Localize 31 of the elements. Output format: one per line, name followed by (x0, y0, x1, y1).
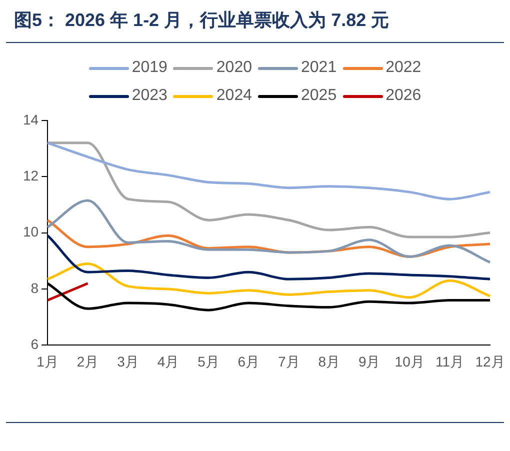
y-tick-label: 12 (22, 167, 39, 184)
chart-title: 图5： 2026 年 1-2 月，行业单票收入为 7.82 元 (6, 0, 504, 43)
x-tick-label: 1月 (36, 353, 58, 370)
legend-label: 2022 (386, 59, 422, 77)
legend-label: 2024 (216, 87, 252, 105)
legend-label: 2023 (132, 87, 168, 105)
line-series (46, 142, 492, 200)
x-tick-label: 6月 (238, 353, 260, 370)
line-series (46, 234, 492, 280)
x-tick-label: 11月 (436, 353, 464, 370)
y-tick-label: 14 (22, 111, 39, 128)
y-tick-label: 6 (30, 336, 39, 352)
legend-label: 2021 (301, 59, 337, 77)
x-tick-label: 4月 (157, 353, 180, 370)
legend-label: 2025 (301, 87, 337, 105)
x-tick-label: 10月 (394, 353, 424, 370)
x-tick-label: 2月 (76, 353, 99, 370)
line-series (46, 199, 492, 264)
x-tick-label: 5月 (198, 353, 220, 370)
x-tick-label: 9月 (358, 353, 380, 370)
legend-label: 2020 (216, 59, 252, 77)
x-tick-label: 7月 (278, 353, 300, 370)
x-tick-label: 3月 (117, 353, 139, 370)
x-tick-label: 8月 (318, 353, 340, 370)
line-series (46, 262, 492, 299)
y-tick-label: 8 (30, 280, 39, 296)
x-tick-label: 12月 (475, 353, 505, 370)
legend-label: 2026 (386, 87, 422, 105)
line-series (46, 142, 492, 238)
legend-label: 2019 (132, 59, 168, 77)
y-tick-label: 10 (22, 224, 39, 240)
